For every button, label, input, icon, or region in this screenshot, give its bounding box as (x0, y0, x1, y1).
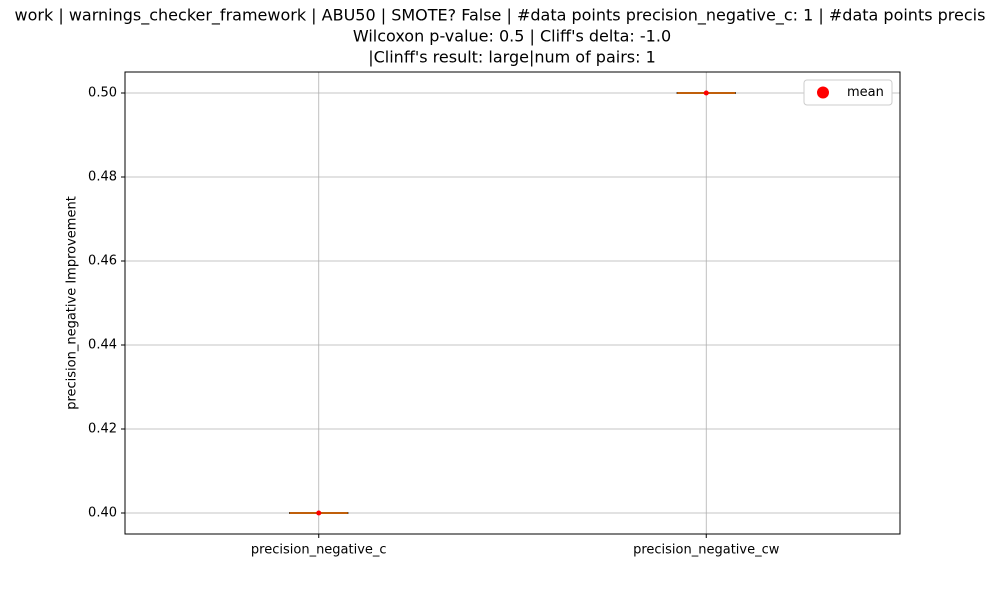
mean-marker (703, 90, 709, 96)
y-axis-label: precision_negative Improvement (65, 196, 80, 410)
legend-box (803, 79, 893, 106)
legend-marker (817, 86, 829, 99)
y-tick-label: 0.48 (88, 170, 117, 185)
legend-label: mean (847, 85, 884, 100)
plot-frame (124, 71, 901, 535)
y-tick-label: 0.46 (88, 254, 117, 269)
y-tick-label: 0.40 (88, 506, 117, 521)
mean-marker (316, 510, 322, 516)
y-tick-label: 0.44 (88, 338, 117, 353)
x-tick-label: precision_negative_c (251, 543, 387, 558)
chart-title: work | warnings_checker_framework | ABU5… (15, 6, 986, 26)
y-tick-label: 0.50 (88, 86, 117, 101)
chart-title: |Clinff's result: large|num of pairs: 1 (368, 48, 656, 67)
x-tick-label: precision_negative_cw (633, 543, 780, 558)
chart-title: Wilcoxon p-value: 0.5 | Cliff's delta: -… (353, 27, 671, 46)
y-tick-label: 0.42 (88, 422, 117, 437)
